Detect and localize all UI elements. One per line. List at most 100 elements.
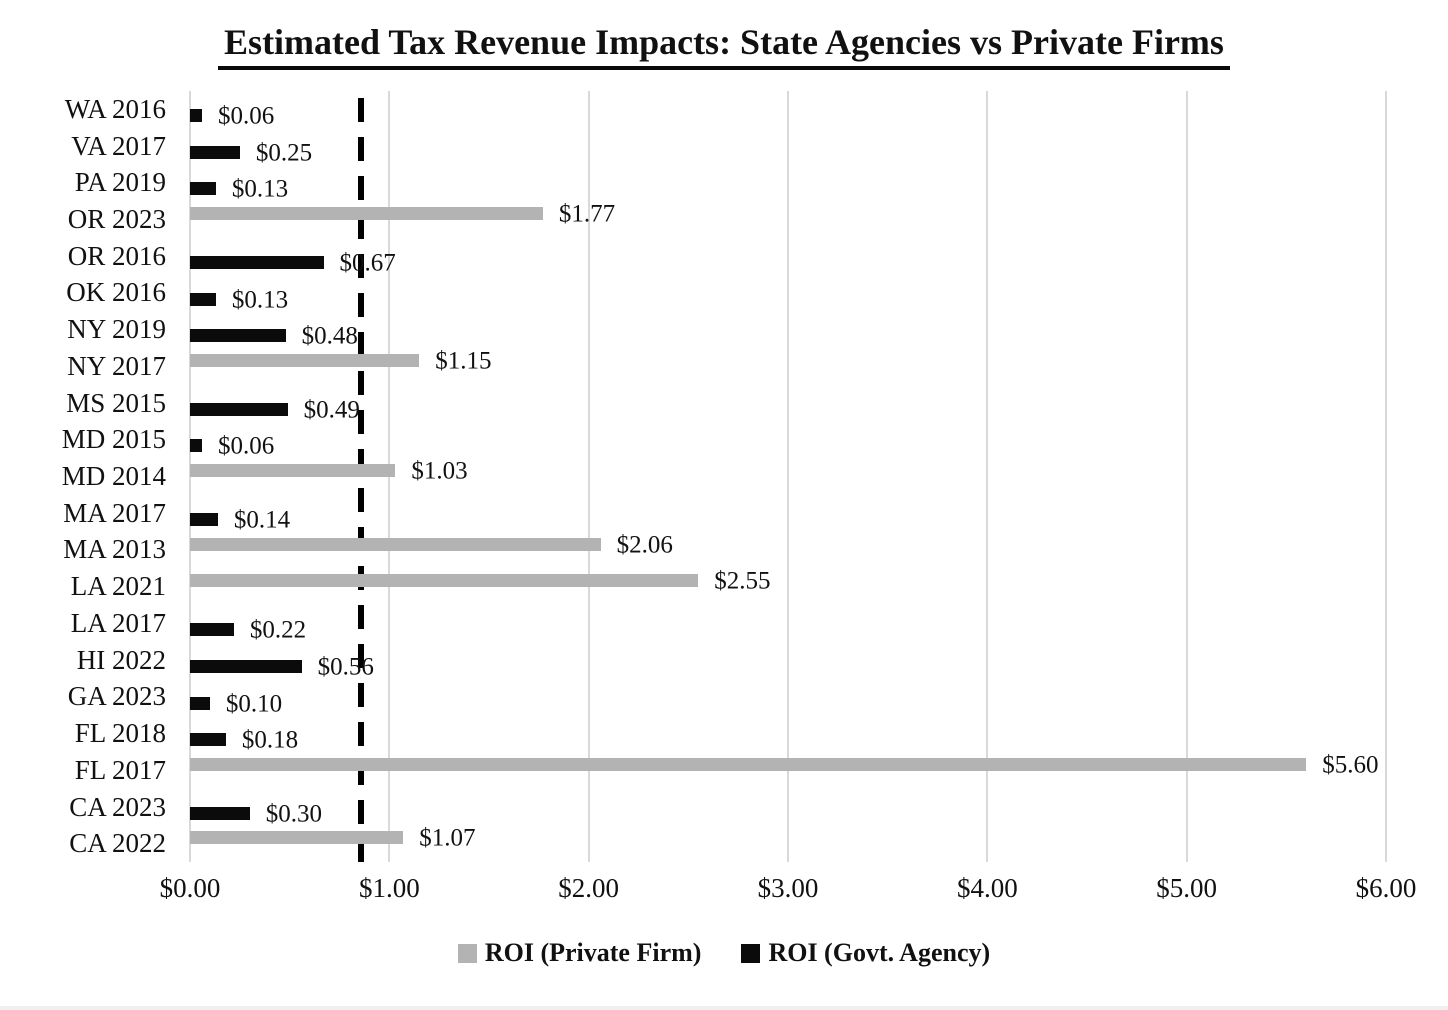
data-label: $1.77 [558,200,616,228]
category-label: OK 2016 [66,277,166,308]
chart-row: $0.25 [190,128,1386,165]
bar-govt [190,439,202,453]
data-label: $1.07 [419,824,476,852]
x-tick-label: $5.00 [1156,873,1218,903]
category-label: FL 2018 [74,718,166,749]
chart-row: $0.22 [190,605,1386,644]
gridline [787,91,789,862]
category-label: NY 2019 [67,314,166,345]
bar-private [190,757,1307,771]
legend-item-govt-agency: ROI (Govt. Agency) [741,938,990,968]
data-label: $5.60 [1322,751,1379,779]
data-label: $1.03 [411,457,468,485]
data-label: $0.22 [249,616,307,644]
chart-row: $0.14 [190,495,1386,532]
category-label: FL 2017 [74,754,166,785]
chart-row: $0.18 [190,715,1386,754]
legend-label-private-firm: ROI (Private Firm) [484,938,702,967]
bar-govt [190,329,286,343]
category-label: NY 2017 [67,350,166,381]
chart-row: $0.49 [190,385,1386,422]
category-label: CA 2022 [69,828,166,859]
gridline [1185,91,1188,862]
govt-agency-swatch [741,943,761,963]
chart-row: $5.60 [190,752,1386,789]
data-label: $0.06 [217,102,275,130]
bar-govt [190,696,210,710]
data-label: $0.30 [265,800,323,828]
chart-row: $0.06 [190,421,1386,460]
chart-row: $1.15 [190,348,1386,385]
chart-row: $1.03 [190,458,1386,495]
category-label: MD 2015 [61,424,166,455]
x-tick-label: $4.00 [956,873,1018,903]
chart-title: Estimated Tax Revenue Impacts: State Age… [218,22,1230,71]
gridline [1385,91,1387,862]
x-tick-label: $2.00 [558,873,620,903]
chart-header: Estimated Tax Revenue Impacts: State Age… [0,22,1448,71]
x-tick-label: $6.00 [1355,873,1417,903]
plot-area: $0.06 $0.25 $0.13 $1.77 $0.67 $0.13 $0.48 $1.15… [189,91,1387,862]
chart-row: $0.30 [190,789,1386,826]
chart-row: $0.56 [190,642,1386,679]
bar-private [190,574,699,588]
bar-govt [190,255,324,269]
data-label: $0.06 [217,432,275,460]
legend: ROI (Private Firm) ROI (Govt. Agency) [0,938,1448,968]
chart-row: $2.06 [190,532,1386,569]
bar-private [190,464,396,478]
data-label: $0.25 [255,139,313,167]
x-tick-label: $3.00 [757,873,819,903]
category-label: MA 2017 [63,497,166,528]
data-label: $0.67 [339,249,396,277]
bar-private [190,537,601,551]
legend-item-private-firm: ROI (Private Firm) [457,938,702,968]
x-tick-label: $0.00 [159,873,221,903]
category-axis: WA 2016 VA 2017 PA 2019 OR 2023 OR 2016 OK 20… [0,91,190,862]
bar-govt [190,109,202,122]
category-label: CA 2023 [69,791,166,822]
category-label: VA 2017 [71,130,166,161]
category-label: PA 2019 [74,167,166,198]
bar-govt [190,145,240,159]
category-label: MS 2015 [66,387,166,418]
legend-label-govt-agency: ROI (Govt. Agency) [768,938,991,967]
category-label: WA 2016 [64,93,166,124]
chart-row: $1.77 [190,201,1386,238]
bar-govt [190,659,302,673]
bar-govt [190,512,218,526]
chart-row: $2.55 [190,568,1386,605]
bar-private [190,354,420,368]
data-label: $0.48 [301,322,358,350]
data-label: $0.18 [241,726,299,754]
category-label: OR 2016 [67,240,166,271]
chart-row: $0.13 [190,164,1386,202]
category-label: MA 2013 [63,534,166,565]
bar-govt [190,623,234,637]
private-firm-swatch [457,943,477,963]
bar-private [190,831,404,845]
data-label: $0.56 [317,653,374,681]
chart-row: $0.13 [190,275,1386,312]
x-tick-label: $1.00 [358,873,420,903]
chart-row: $0.67 [190,238,1386,275]
chart-row: $0.06 [190,91,1386,130]
chart-row: $0.10 [190,679,1386,716]
data-label: $0.13 [231,286,289,314]
bar-rows: $0.06 $0.25 $0.13 $1.77 $0.67 $0.13 $0.48 $1.15… [190,91,1386,862]
chart-row: $1.07 [190,825,1386,862]
gridline [986,91,989,862]
bar-private [190,207,543,221]
data-label: $0.10 [225,690,283,717]
reference-line [358,98,365,862]
gridline [587,91,590,862]
category-label: LA 2017 [70,607,166,638]
category-label: MD 2014 [61,461,166,492]
bar-govt [190,182,216,196]
category-label: OR 2023 [67,204,166,235]
bottom-strip [0,1006,1448,1010]
bar-govt [190,292,216,306]
category-label: HI 2022 [76,644,166,675]
data-label: $1.15 [435,347,492,375]
